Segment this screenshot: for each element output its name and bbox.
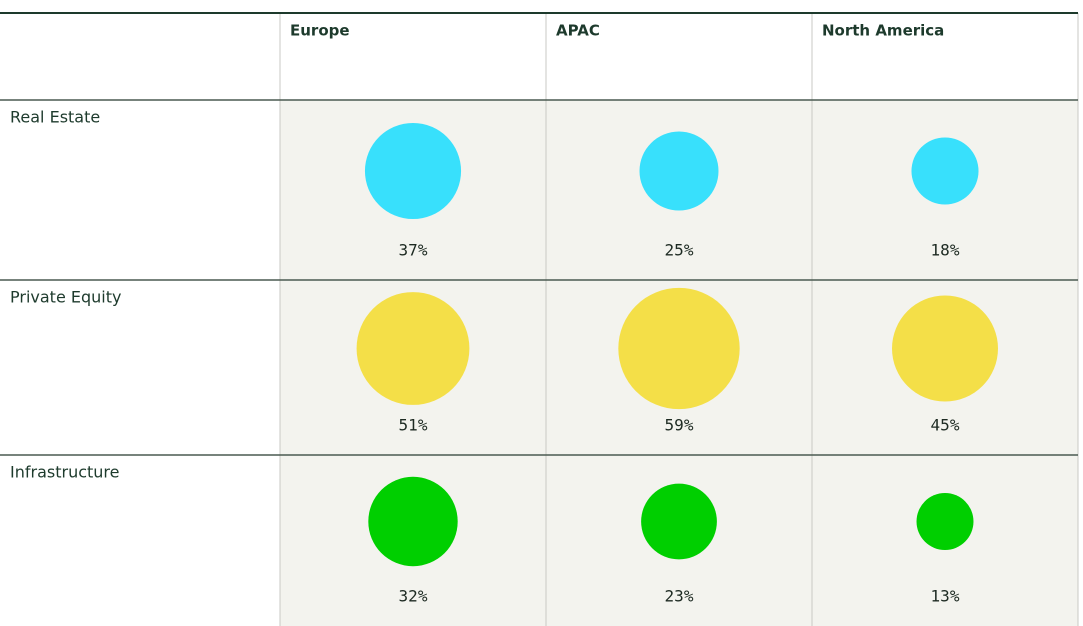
column-header: North America: [822, 22, 944, 40]
column-header: Europe: [290, 22, 350, 40]
value-label: 23%: [665, 587, 694, 606]
value-label: 13%: [931, 587, 960, 606]
value-label: 18%: [931, 241, 960, 260]
bubble: [911, 137, 979, 205]
column-header: APAC: [556, 22, 600, 40]
row-label: Infrastructure: [10, 463, 119, 482]
bubble: [639, 131, 719, 211]
value-label: 45%: [931, 416, 960, 435]
bubble: [368, 476, 458, 567]
value-label: 25%: [665, 241, 694, 260]
bubble: [356, 292, 470, 405]
value-label: 37%: [399, 241, 428, 260]
row-label: Private Equity: [10, 288, 121, 307]
value-label: 32%: [399, 587, 428, 606]
value-label: 51%: [399, 416, 428, 435]
bubble: [892, 295, 998, 402]
value-label: 59%: [665, 416, 694, 435]
bubble: [618, 287, 740, 410]
bubble: [916, 493, 974, 550]
bubble: [641, 483, 717, 560]
row-label: Real Estate: [10, 108, 100, 127]
bubble: [364, 122, 462, 220]
